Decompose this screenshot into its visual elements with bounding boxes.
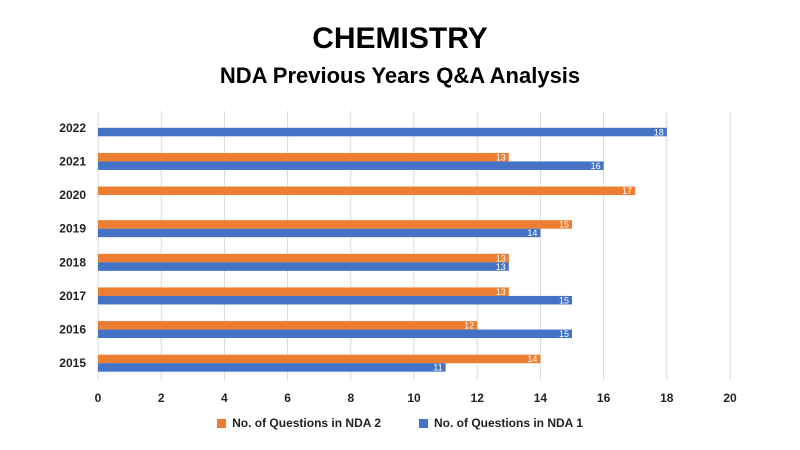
y-tick-label: 2020 <box>59 188 86 202</box>
bar <box>98 363 446 372</box>
x-tick-label: 8 <box>347 391 354 405</box>
data-label: 12 <box>464 321 474 331</box>
data-label: 13 <box>496 253 506 263</box>
x-tick-label: 6 <box>284 391 291 405</box>
bar <box>98 152 509 162</box>
legend-label-nda1: No. of Questions in NDA 1 <box>434 416 583 430</box>
x-tick-label: 12 <box>471 391 485 405</box>
chart-subtitle: NDA Previous Years Q&A Analysis <box>219 63 581 88</box>
data-label: 15 <box>559 220 569 230</box>
bar <box>98 228 541 238</box>
bar <box>98 127 667 137</box>
x-tick-label: 4 <box>221 391 228 405</box>
legend-swatch-nda2 <box>217 418 227 428</box>
chart-title: CHEMISTRY <box>312 22 488 55</box>
x-tick-label: 14 <box>534 391 548 405</box>
y-tick-label: 2019 <box>59 222 86 236</box>
data-label: 15 <box>559 329 569 339</box>
bar <box>98 161 604 170</box>
data-label: 16 <box>591 161 601 171</box>
data-label: 18 <box>654 127 664 137</box>
x-tick-label: 20 <box>723 391 737 405</box>
bar <box>98 220 572 229</box>
data-label: 14 <box>527 354 537 364</box>
legend-item-nda1: No. of Questions in NDA 1 <box>419 416 583 430</box>
legend-item-nda2: No. of Questions in NDA 2 <box>217 416 381 430</box>
data-label: 17 <box>622 186 632 196</box>
x-tick-label: 16 <box>597 391 611 405</box>
y-tick-label: 2021 <box>59 154 86 168</box>
data-label: 13 <box>496 152 506 162</box>
data-label: 14 <box>527 228 537 238</box>
chart-legend: No. of Questions in NDA 2 No. of Questio… <box>0 416 800 430</box>
legend-label-nda2: No. of Questions in NDA 2 <box>232 416 381 430</box>
bar <box>98 287 509 296</box>
legend-swatch-nda1 <box>419 418 428 428</box>
data-label: 11 <box>433 363 442 373</box>
y-tick-label: 2015 <box>59 356 86 370</box>
y-tick-label: 2017 <box>59 289 86 303</box>
data-label: 13 <box>496 262 506 272</box>
bar <box>98 321 478 330</box>
data-label: 15 <box>559 295 569 305</box>
bar <box>98 329 572 339</box>
bar <box>98 186 636 196</box>
bar <box>98 295 572 305</box>
y-tick-label: 2022 <box>59 121 86 135</box>
bar <box>98 253 509 263</box>
x-tick-label: 18 <box>660 391 674 405</box>
y-tick-label: 2016 <box>59 323 86 337</box>
bar <box>98 354 541 364</box>
x-tick-label: 10 <box>407 391 421 405</box>
y-tick-label: 2018 <box>59 255 86 269</box>
x-tick-label: 0 <box>95 391 102 405</box>
bar <box>98 262 509 271</box>
data-label: 13 <box>496 287 506 297</box>
x-tick-label: 2 <box>158 391 165 405</box>
